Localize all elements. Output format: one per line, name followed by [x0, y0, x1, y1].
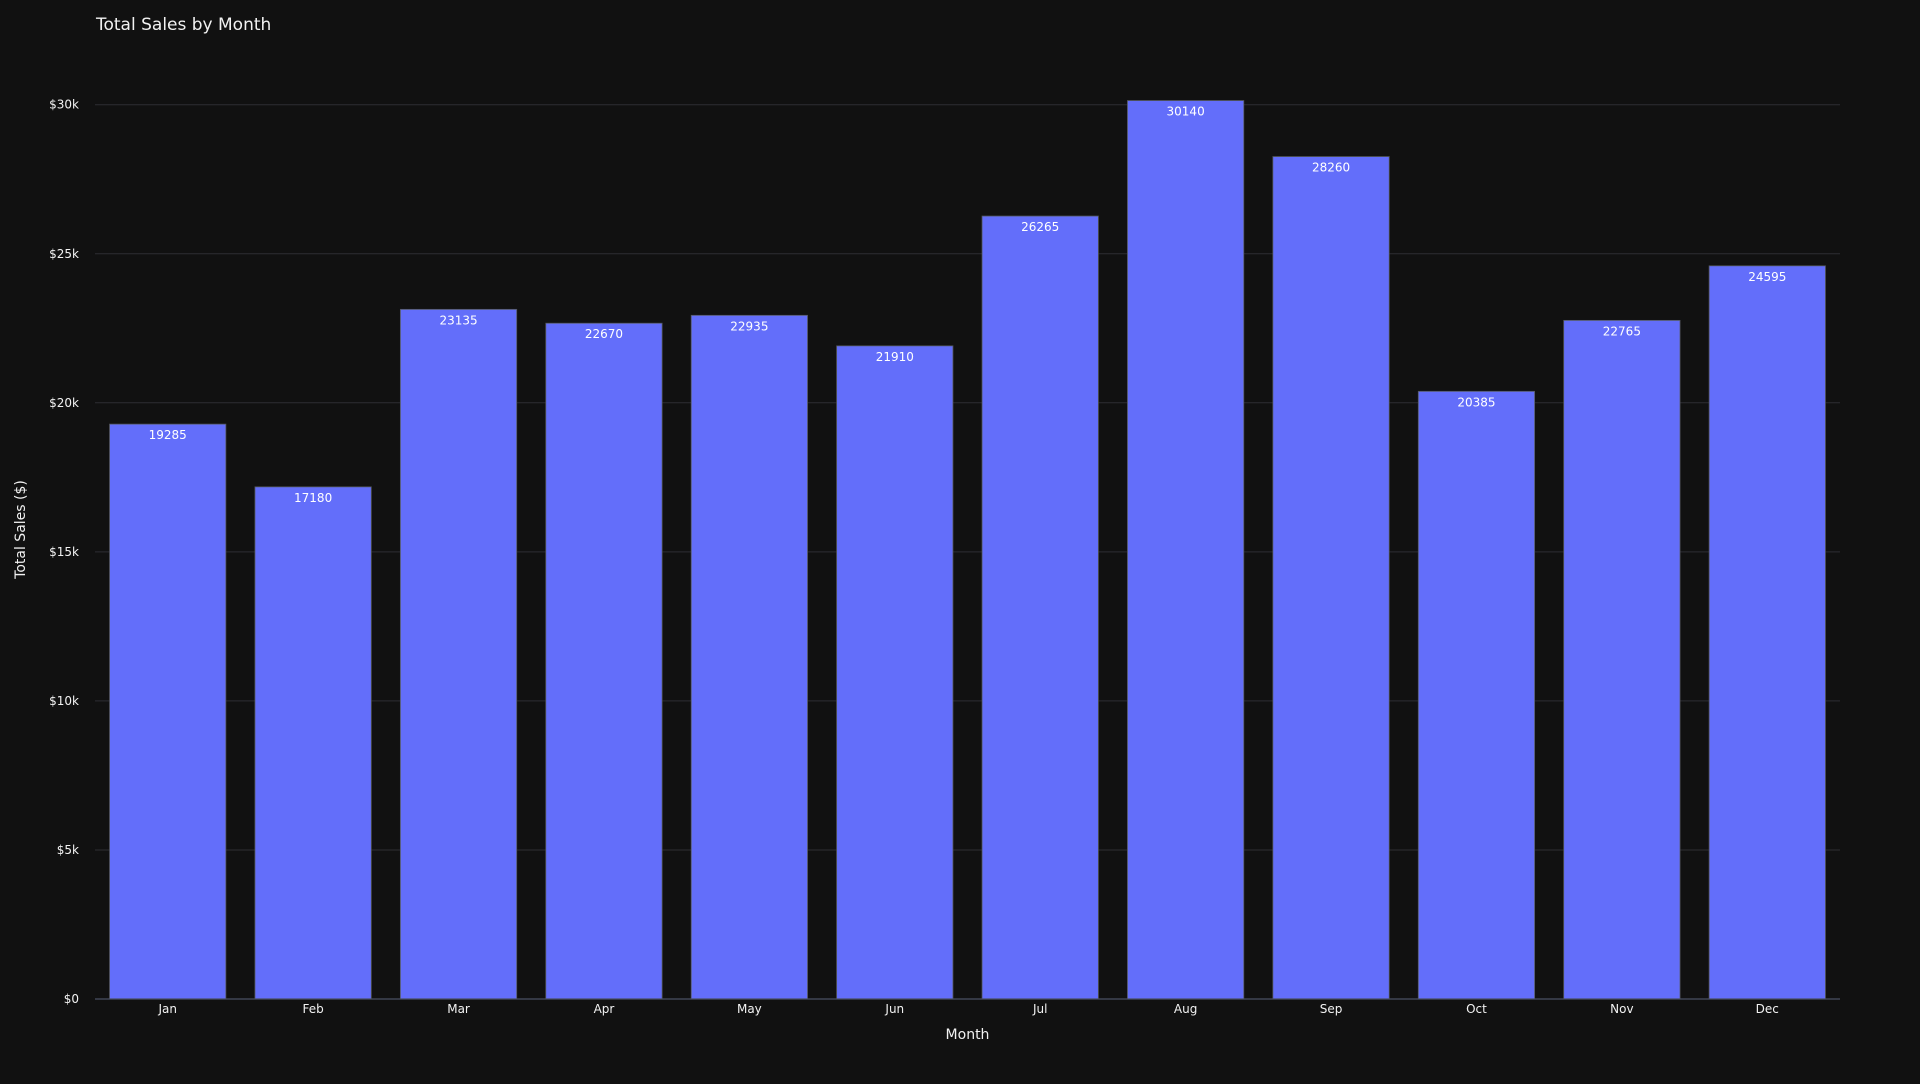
x-tick-label: Feb — [303, 1002, 324, 1016]
y-tick-label: $25k — [49, 247, 79, 261]
bar-value-label: 19285 — [149, 428, 187, 442]
bar-value-label: 17180 — [294, 491, 332, 505]
x-tick-label: Oct — [1466, 1002, 1487, 1016]
x-tick-label: May — [737, 1002, 762, 1016]
bar-apr — [545, 322, 663, 1000]
x-axis-ticks: Jan Feb Mar Apr May Jun Jul Aug Sep Oct Nov Dec — [157, 1002, 1778, 1016]
y-tick-label: $10k — [49, 694, 79, 708]
y-tick-label: $30k — [49, 98, 79, 112]
bar-feb — [254, 486, 372, 1000]
bar-value-label: 26265 — [1021, 220, 1059, 234]
bar-value-label: 30140 — [1167, 105, 1205, 119]
y-tick-label: $20k — [49, 396, 79, 410]
x-tick-label: Aug — [1174, 1002, 1197, 1016]
bar-oct — [1417, 390, 1536, 1000]
gridlines — [95, 104, 1840, 851]
bar-nov — [1563, 319, 1681, 1000]
x-axis-title: Month — [946, 1027, 990, 1043]
y-tick-label: $0 — [64, 992, 79, 1006]
bar-value-label: 24595 — [1748, 270, 1786, 284]
bar-value-label: 22765 — [1603, 324, 1641, 338]
bar-sep — [1272, 156, 1390, 1000]
y-axis-ticks: $0 $5k $10k $15k $20k $25k $30k — [49, 98, 79, 1006]
bar-jan — [109, 423, 227, 1000]
x-tick-label: Jul — [1032, 1002, 1047, 1016]
x-tick-label: Apr — [594, 1002, 615, 1016]
x-tick-label: Jan — [157, 1002, 177, 1016]
bar-value-label: 22935 — [730, 319, 768, 333]
y-axis-title: Total Sales ($) — [13, 480, 29, 580]
x-tick-label: Nov — [1610, 1002, 1633, 1016]
x-tick-label: Mar — [447, 1002, 470, 1016]
y-tick-label: $5k — [57, 843, 79, 857]
x-tick-label: Sep — [1320, 1002, 1343, 1016]
bar-value-label: 28260 — [1312, 161, 1350, 175]
bar-value-label: 21910 — [876, 350, 914, 364]
bar-value-label: 22670 — [585, 327, 623, 341]
bar-value-label: 20385 — [1457, 395, 1495, 409]
bar-dec — [1708, 265, 1826, 1000]
bar-jun — [836, 345, 954, 1000]
bars: 19285 17180 23135 22670 22935 21910 26265 30140… — [109, 100, 1826, 1000]
bar-may — [690, 314, 808, 1000]
x-tick-label: Jun — [884, 1002, 904, 1016]
bar-aug — [1127, 100, 1245, 1000]
bar-jul — [981, 215, 1099, 1000]
x-tick-label: Dec — [1756, 1002, 1779, 1016]
bar-value-label: 23135 — [439, 313, 477, 327]
chart-title: Total Sales by Month — [95, 15, 271, 35]
bar-mar — [399, 308, 518, 1000]
y-tick-label: $15k — [49, 545, 79, 559]
